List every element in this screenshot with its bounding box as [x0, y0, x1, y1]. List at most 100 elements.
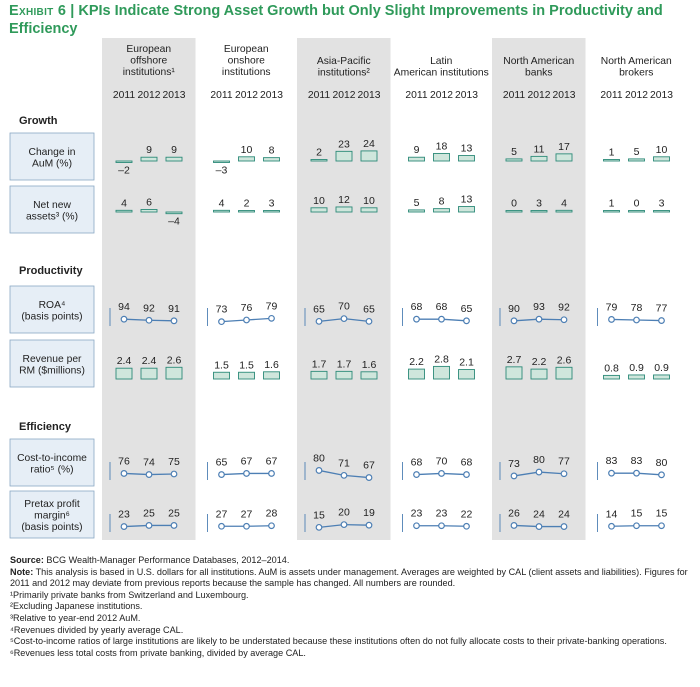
bar — [530, 155, 548, 162]
bar — [603, 159, 620, 162]
metric-label-box — [9, 185, 95, 234]
point — [658, 317, 665, 324]
bar — [458, 155, 475, 162]
data-label: 83 — [631, 455, 643, 467]
data-label: 24 — [533, 509, 545, 521]
bar — [263, 210, 280, 213]
data-label: 4 — [561, 197, 567, 209]
year-label: 2012 — [235, 90, 258, 101]
data-label: 2 — [316, 147, 322, 159]
point — [170, 317, 178, 325]
data-label: 0 — [634, 198, 640, 210]
point — [243, 522, 250, 530]
data-label: 25 — [143, 507, 155, 519]
data-label: 5 — [511, 146, 517, 158]
data-label: 74 — [143, 457, 155, 469]
data-label: 10 — [656, 144, 668, 156]
data-label: 91 — [168, 303, 180, 315]
group-header-3: American institutions — [394, 68, 489, 79]
bar — [555, 209, 573, 213]
point — [218, 318, 225, 326]
bar — [505, 158, 523, 162]
point — [315, 467, 323, 474]
point — [608, 522, 615, 530]
data-label: 5 — [634, 146, 640, 158]
data-label: –3 — [216, 165, 228, 177]
data-label: 1.5 — [214, 359, 229, 371]
bar — [433, 152, 450, 162]
group-header-2: Asia-Pacific — [317, 56, 371, 67]
point — [535, 468, 543, 476]
point — [413, 315, 420, 323]
point — [365, 474, 373, 481]
metric-label-box — [9, 132, 95, 181]
bar — [213, 160, 230, 163]
data-label: 83 — [606, 455, 618, 467]
bar — [140, 367, 158, 380]
bar — [335, 206, 353, 213]
bar — [603, 374, 620, 380]
data-label: 25 — [168, 507, 180, 519]
year-label: 2011 — [210, 90, 232, 101]
data-label: 28 — [266, 508, 278, 520]
data-label: 73 — [216, 304, 228, 316]
metric-label: margin⁶ — [34, 511, 70, 522]
data-label: 65 — [313, 303, 325, 315]
bar — [335, 150, 353, 162]
bar — [310, 207, 328, 213]
data-label: 90 — [508, 303, 520, 315]
point — [463, 522, 470, 530]
data-label: 80 — [533, 454, 545, 466]
data-label: 9 — [171, 144, 177, 156]
data-label: 1 — [609, 147, 615, 159]
point — [268, 470, 275, 477]
point — [120, 315, 128, 323]
footnote-2: ²Excluding Japanese institutions. — [10, 601, 143, 612]
bar — [115, 160, 133, 163]
bar — [213, 371, 230, 380]
year-label: 2012 — [528, 90, 551, 101]
data-label: 15 — [631, 508, 643, 520]
year-label: 2011 — [600, 90, 622, 101]
year-label: 2013 — [260, 90, 283, 101]
point — [633, 469, 640, 477]
data-label: 14 — [606, 508, 618, 520]
metric-label: assets³ (%) — [26, 211, 78, 222]
bar — [653, 210, 670, 213]
footnote-1: ¹Primarily private banks from Switzerlan… — [10, 589, 249, 600]
data-label: 23 — [411, 508, 423, 520]
data-label: 23 — [118, 509, 130, 521]
group-header-0: offshore — [130, 56, 167, 67]
point — [268, 314, 275, 322]
year-label: 2013 — [455, 90, 478, 101]
data-label: 19 — [363, 507, 375, 519]
data-label: 2.1 — [459, 357, 474, 369]
data-label: 11 — [534, 143, 545, 155]
bar — [628, 374, 645, 380]
year-label: 2013 — [358, 90, 381, 101]
year-label: 2011 — [308, 90, 330, 101]
data-label: 0 — [511, 198, 517, 210]
bar — [530, 210, 548, 213]
data-label: 79 — [266, 300, 278, 312]
point — [560, 316, 568, 324]
bar — [360, 150, 378, 162]
point — [170, 470, 178, 478]
data-label: 78 — [631, 302, 643, 314]
group-header-1: European — [224, 44, 269, 55]
metric-label: Pretax profit — [24, 499, 80, 510]
group-header-1: onshore — [228, 56, 265, 67]
data-label: 68 — [411, 301, 423, 313]
metric-label-box — [9, 490, 95, 539]
bar — [165, 211, 183, 215]
data-label: 2.8 — [434, 353, 449, 365]
bar — [530, 368, 548, 380]
data-label: 1.6 — [362, 359, 377, 371]
metric-label: Cost-to-income — [17, 453, 87, 464]
data-label: 77 — [558, 456, 570, 468]
data-label: 65 — [363, 303, 375, 315]
point — [535, 315, 543, 323]
data-label: 2.2 — [532, 356, 547, 368]
title-separator: | — [70, 3, 75, 19]
bar — [238, 210, 255, 213]
